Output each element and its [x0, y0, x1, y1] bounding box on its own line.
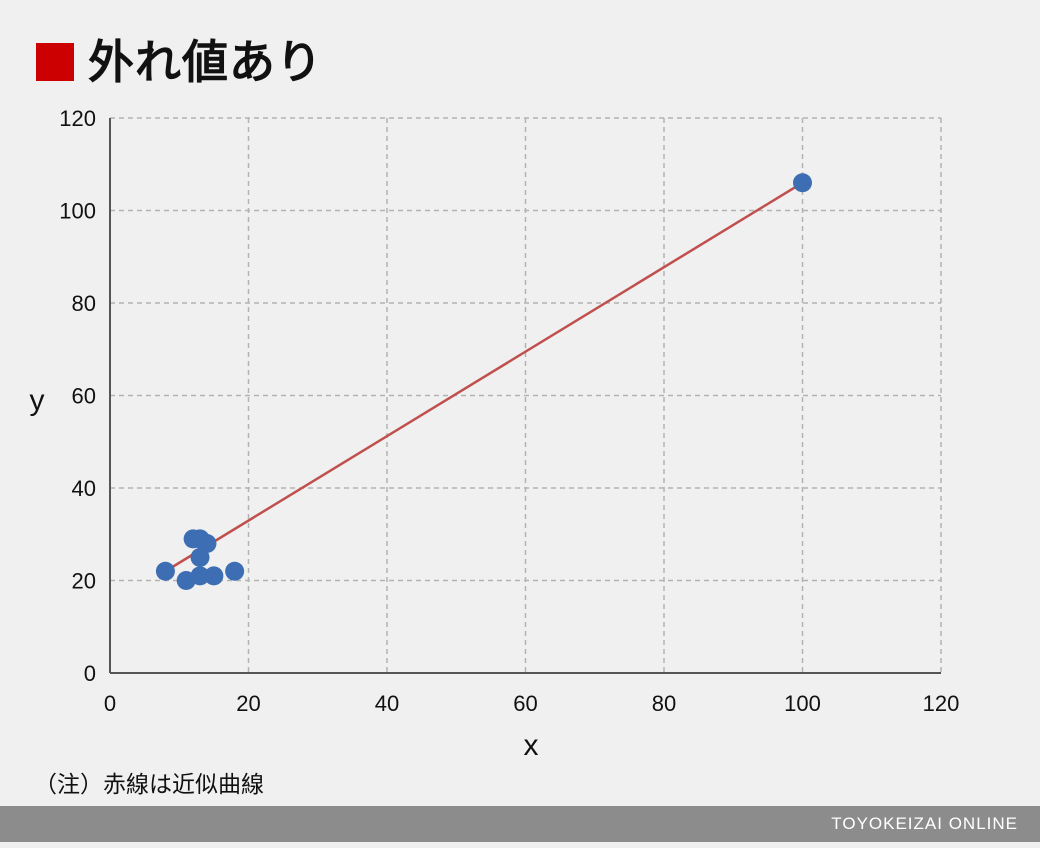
- footer-bar: TOYOKEIZAI ONLINE: [0, 806, 1040, 842]
- scatter-chart: 0 20 40 60 80 100 120 0 20 40 60 80 100 120 x y: [30, 106, 960, 762]
- y-tick-label: 20: [72, 569, 96, 594]
- y-tick-label: 40: [72, 476, 96, 501]
- y-tick-labels: 0 20 40 60 80 100 120: [59, 106, 96, 686]
- data-point: [155, 561, 175, 581]
- y-tick-label: 120: [59, 106, 96, 131]
- grid-lines: [110, 117, 942, 673]
- data-point: [190, 566, 210, 586]
- y-tick-label: 60: [72, 384, 96, 409]
- footnote: （注）赤線は近似曲線: [34, 772, 264, 798]
- x-tick-labels: 0 20 40 60 80 100 120: [104, 691, 959, 716]
- data-points: [155, 173, 812, 590]
- trendline: [164, 181, 804, 573]
- chart-title: 外れ値あり: [88, 35, 323, 89]
- data-point: [793, 173, 812, 193]
- x-tick-label: 120: [923, 691, 960, 716]
- y-tick-label: 100: [59, 199, 96, 224]
- x-tick-label: 40: [375, 691, 399, 716]
- data-point: [204, 566, 224, 586]
- title-marker-square: [36, 43, 74, 81]
- y-axis-label: y: [30, 384, 45, 417]
- y-tick-label: 0: [84, 661, 96, 686]
- x-tick-label: 60: [513, 691, 537, 716]
- footer-brand: TOYOKEIZAI ONLINE: [831, 814, 1018, 833]
- trendline-layer: [164, 181, 804, 573]
- y-tick-label: 80: [72, 291, 96, 316]
- title-row: 外れ値あり: [36, 32, 323, 92]
- data-point: [225, 561, 245, 581]
- x-tick-label: 80: [652, 691, 676, 716]
- x-axis-label: x: [524, 729, 539, 762]
- x-tick-label: 0: [104, 691, 116, 716]
- axes: [109, 118, 941, 674]
- x-tick-label: 100: [784, 691, 821, 716]
- data-point: [197, 534, 217, 553]
- x-tick-label: 20: [236, 691, 260, 716]
